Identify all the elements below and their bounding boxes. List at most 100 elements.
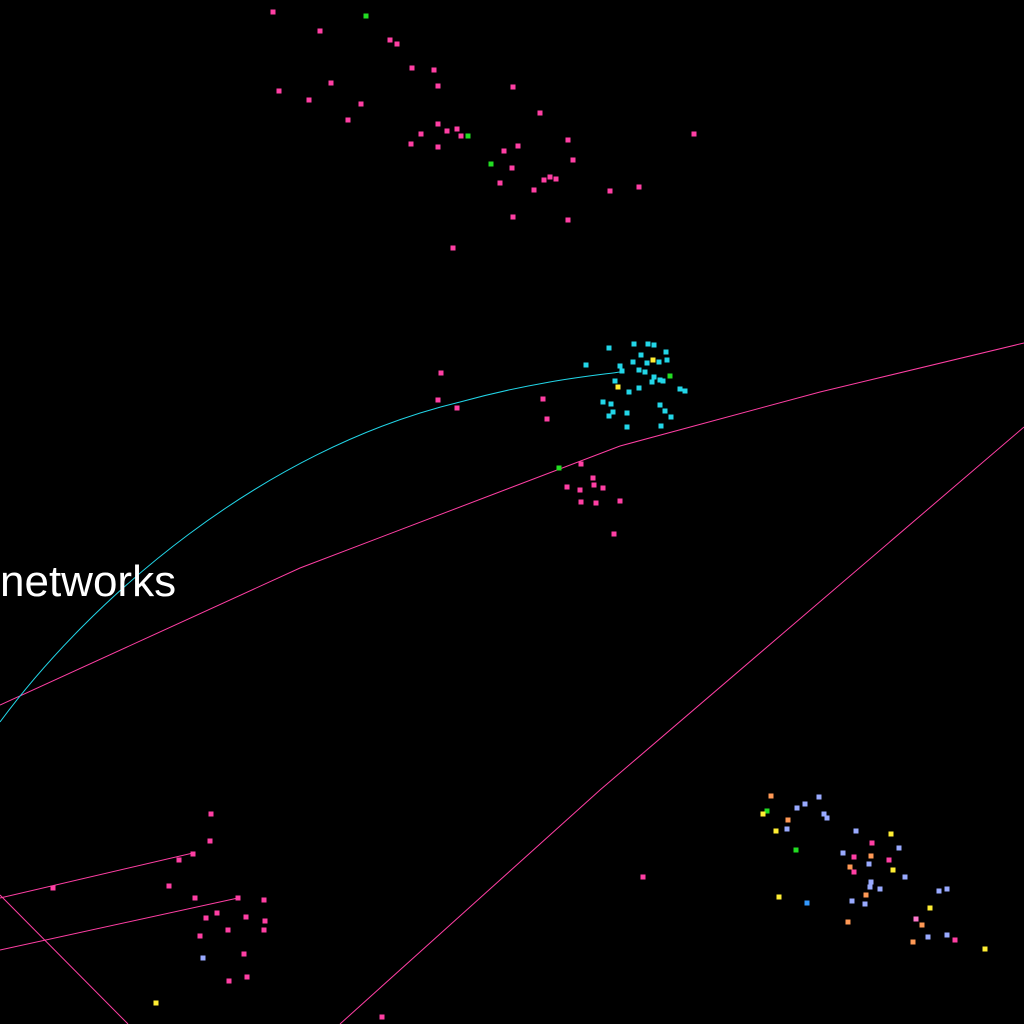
graph-node	[668, 414, 674, 420]
graph-node	[435, 121, 441, 127]
graph-node	[531, 187, 537, 193]
graph-node	[640, 874, 646, 880]
graph-node	[913, 916, 919, 922]
graph-node	[358, 101, 364, 107]
cluster-label-networks: networks	[0, 557, 177, 606]
graph-node	[691, 131, 697, 137]
graph-node	[638, 352, 644, 358]
graph-node	[244, 974, 250, 980]
graph-node	[578, 461, 584, 467]
graph-node	[886, 857, 892, 863]
graph-node	[214, 910, 220, 916]
graph-node	[927, 905, 933, 911]
graph-node	[454, 405, 460, 411]
graph-node	[636, 184, 642, 190]
graph-node	[802, 801, 808, 807]
graph-node	[944, 932, 950, 938]
graph-node	[418, 131, 424, 137]
graph-node	[565, 217, 571, 223]
graph-node	[190, 851, 196, 857]
graph-node	[409, 65, 415, 71]
graph-node	[657, 377, 663, 383]
graph-node	[677, 386, 683, 392]
graph-node	[645, 341, 651, 347]
graph-node	[862, 901, 868, 907]
graph-node	[600, 399, 606, 405]
graph-node	[438, 370, 444, 376]
graph-node	[869, 840, 875, 846]
graph-node	[868, 853, 874, 859]
graph-node	[866, 861, 872, 867]
graph-node	[776, 894, 782, 900]
graph-node	[630, 359, 636, 365]
graph-node	[509, 165, 515, 171]
graph-node	[270, 9, 276, 15]
graph-node	[197, 933, 203, 939]
graph-edge	[0, 371, 621, 723]
graph-node	[501, 148, 507, 154]
graph-node	[793, 847, 799, 853]
graph-node	[656, 359, 662, 365]
graph-node	[387, 37, 393, 43]
graph-node	[553, 176, 559, 182]
graph-node	[936, 888, 942, 894]
graph-edge	[0, 897, 239, 951]
graph-node	[593, 500, 599, 506]
graph-node	[662, 408, 668, 414]
graph-node	[200, 955, 206, 961]
graph-node	[615, 384, 621, 390]
graph-node	[764, 808, 770, 814]
graph-node	[785, 817, 791, 823]
graph-node	[225, 927, 231, 933]
graph-node	[851, 854, 857, 860]
graph-node	[847, 864, 853, 870]
graph-node	[570, 157, 576, 163]
graph-edge	[339, 426, 1024, 1024]
graph-node	[203, 915, 209, 921]
graph-node	[600, 485, 606, 491]
graph-edge	[0, 342, 1024, 706]
graph-node	[851, 869, 857, 875]
graph-node	[276, 88, 282, 94]
graph-node	[328, 80, 334, 86]
graph-node	[896, 845, 902, 851]
graph-node	[773, 828, 779, 834]
graph-node	[306, 97, 312, 103]
graph-node	[667, 373, 673, 379]
graph-node	[435, 144, 441, 150]
graph-node	[631, 341, 637, 347]
graph-node	[394, 41, 400, 47]
graph-node	[816, 794, 822, 800]
graph-node	[488, 161, 494, 167]
graph-edge	[0, 894, 129, 1024]
graph-node	[849, 898, 855, 904]
graph-node	[624, 410, 630, 416]
graph-node	[642, 369, 648, 375]
graph-node	[50, 885, 56, 891]
graph-node	[565, 137, 571, 143]
graph-node	[863, 892, 869, 898]
graph-node	[577, 487, 583, 493]
graph-node	[465, 133, 471, 139]
graph-node	[544, 416, 550, 422]
graph-node	[345, 117, 351, 123]
graph-node	[208, 811, 214, 817]
graph-node	[515, 143, 521, 149]
graph-node	[636, 385, 642, 391]
graph-node	[877, 886, 883, 892]
graph-node	[176, 857, 182, 863]
graph-node	[450, 245, 456, 251]
graph-node	[192, 895, 198, 901]
graph-node	[606, 413, 612, 419]
graph-node	[651, 374, 657, 380]
graph-node	[657, 402, 663, 408]
graph-node	[262, 918, 268, 924]
graph-node	[408, 141, 414, 147]
graph-node	[166, 883, 172, 889]
graph-node	[982, 946, 988, 952]
graph-node	[541, 177, 547, 183]
graph-node	[611, 531, 617, 537]
graph-node	[910, 939, 916, 945]
